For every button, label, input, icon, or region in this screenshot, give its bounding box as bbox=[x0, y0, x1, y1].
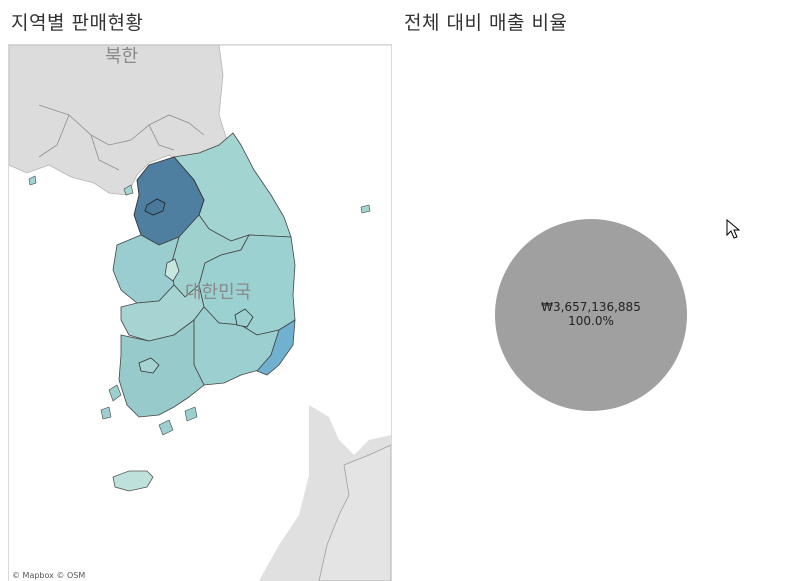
region-gwangju[interactable] bbox=[138, 357, 160, 374]
south-korea-label: 대한민국 bbox=[185, 282, 251, 303]
region-seoul[interactable] bbox=[144, 198, 166, 216]
map-title: 지역별 판매현황 bbox=[11, 12, 144, 34]
pie-value-label: ₩3,657,136,885 bbox=[541, 300, 641, 314]
region-sejong[interactable] bbox=[164, 258, 180, 282]
mouse-cursor-icon bbox=[726, 219, 741, 239]
islands-west bbox=[28, 175, 371, 214]
map-canvas[interactable]: 북한 대한민국 bbox=[9, 45, 391, 581]
north-korea-label: 북한 bbox=[105, 46, 138, 67]
pie-chart[interactable] bbox=[480, 200, 710, 430]
region-daegu[interactable] bbox=[234, 308, 254, 328]
pie-slice-total[interactable] bbox=[495, 219, 687, 411]
pie-percent-label: 100.0% bbox=[568, 314, 614, 328]
japan-landmass bbox=[318, 444, 391, 581]
map-attribution[interactable]: © Mapbox © OSM bbox=[12, 571, 86, 580]
region-busan-ulsan[interactable] bbox=[256, 319, 296, 376]
north-border-lines bbox=[38, 104, 205, 171]
islands-southwest bbox=[100, 384, 198, 436]
north-landmass bbox=[9, 45, 391, 196]
region-sales-map[interactable]: 북한 대한민국 © Mapbox © OSM bbox=[8, 44, 392, 581]
region-jeonnam[interactable] bbox=[118, 319, 205, 418]
pie-chart-title: 전체 대비 매출 비율 bbox=[404, 12, 568, 34]
region-jeju[interactable] bbox=[112, 470, 154, 492]
